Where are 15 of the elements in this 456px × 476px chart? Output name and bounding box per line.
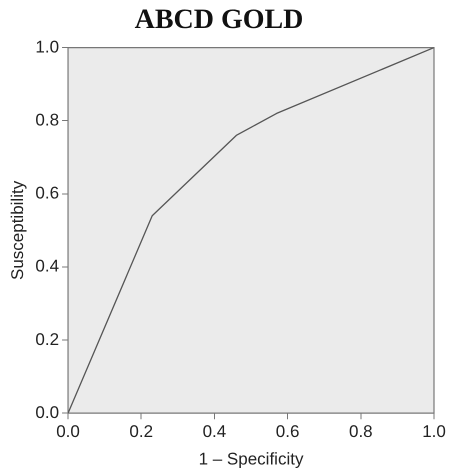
y-tick-label: 0.0 [35,402,60,422]
x-tick-label: 0.0 [56,422,80,442]
y-tick-label: 0.8 [35,110,60,130]
y-tick-label: 1.0 [35,37,60,56]
x-tick-label: 0.4 [202,422,226,442]
x-tick-label: 0.2 [129,422,154,442]
y-axis-title: Susceptibility [8,180,27,280]
y-tick-label: 0.4 [35,256,60,276]
x-tick-label: 0.8 [348,422,373,442]
x-tick-label: 1.0 [422,422,446,442]
x-axis-title: 1 – Specificity [198,449,304,468]
chart-title: ABCD GOLD [134,4,304,36]
x-tick-label: 0.6 [276,422,300,442]
y-tick-label: 0.6 [35,184,60,203]
y-tick-label: 0.2 [35,330,60,349]
